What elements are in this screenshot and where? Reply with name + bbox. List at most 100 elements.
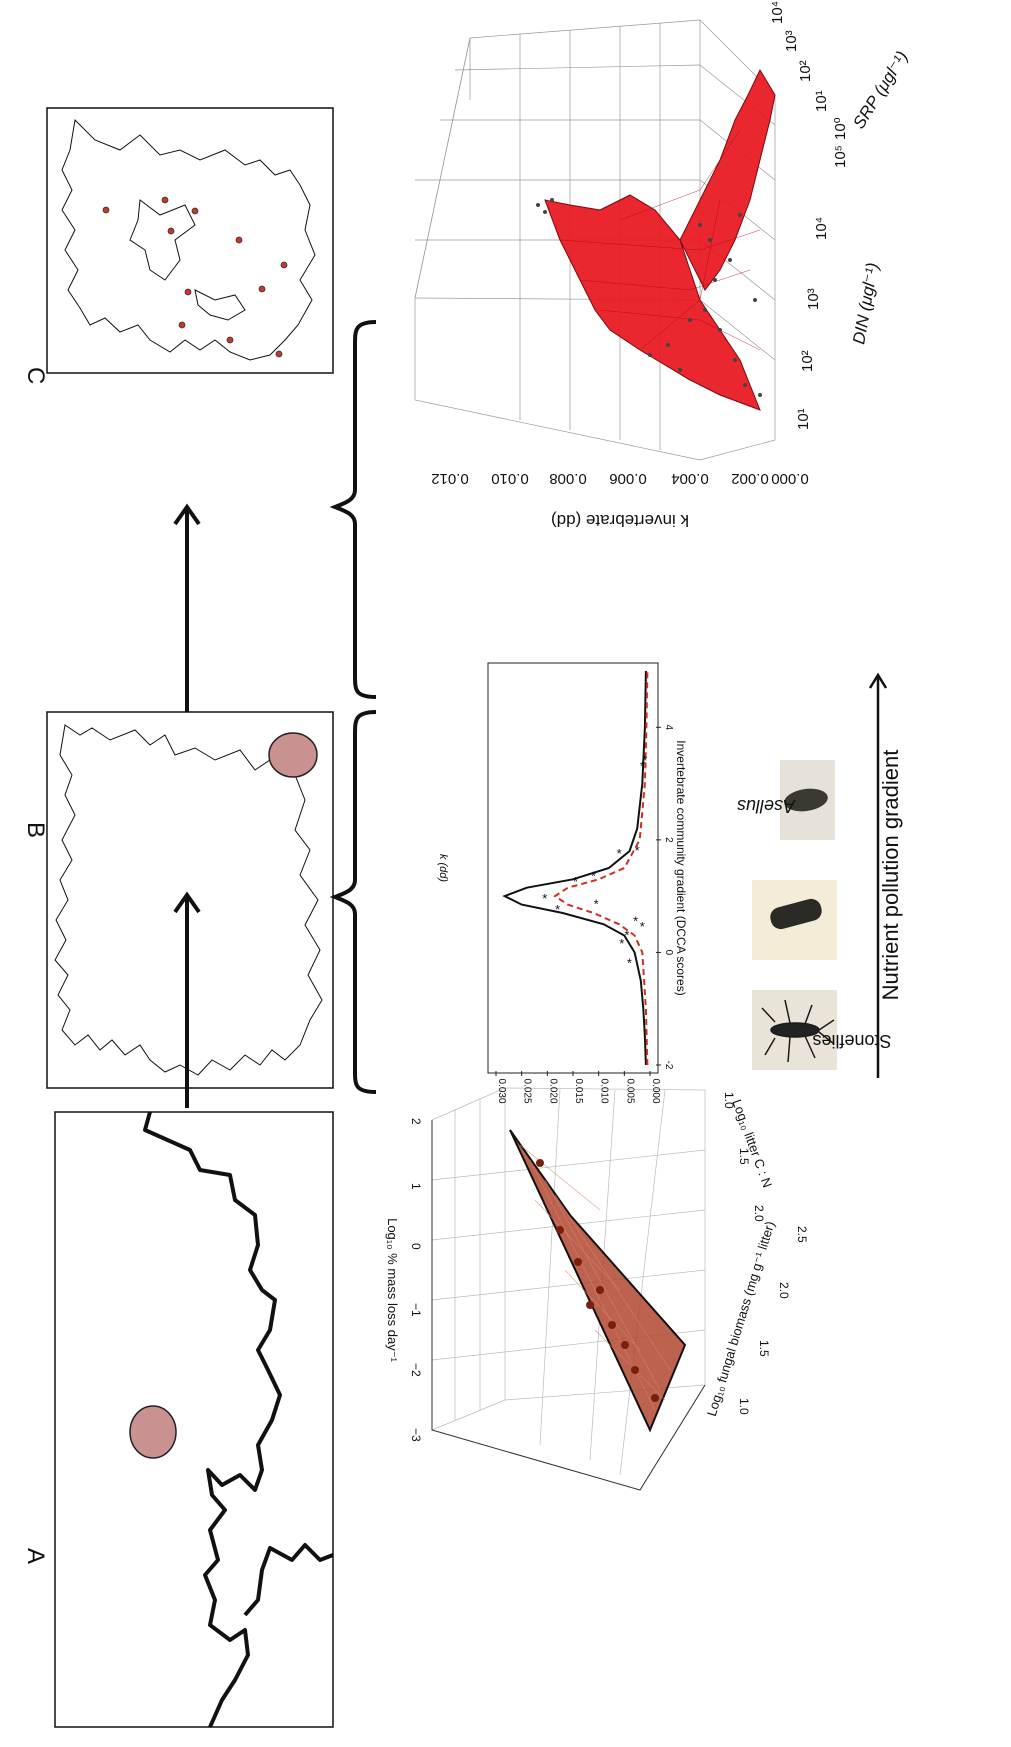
data-point: * (640, 759, 645, 774)
tick-label: 10³ (783, 30, 800, 52)
tick-label: 2.0 (752, 1205, 766, 1222)
site-marker-a (129, 1405, 177, 1459)
tick-label: 0.006 (609, 470, 647, 487)
data-point (743, 383, 747, 387)
site-dot (275, 350, 283, 358)
tick-label: 10¹ (795, 408, 812, 430)
dcca-y-label: k (dd) (437, 854, 449, 882)
data-point (608, 1321, 616, 1329)
coastline-a-east (243, 1543, 334, 1617)
data-point (550, 198, 554, 202)
solid-fit-curve (502, 670, 647, 1066)
data-point: * (573, 874, 578, 889)
site-dot (226, 336, 234, 344)
tick-label: 0.020 (547, 1078, 558, 1103)
fungal-x-ticks: 1.0 1.5 2.0 2.5 (737, 1226, 809, 1415)
tick-label: 0.004 (671, 470, 709, 487)
data-point (728, 258, 732, 262)
data-point (733, 358, 737, 362)
data-point (536, 1159, 544, 1167)
coastline-b (54, 724, 323, 1076)
dcca-plot-frame (487, 662, 659, 1074)
tick-label: 10⁵ (832, 145, 849, 168)
fungal-plot: 2 1 0 −1 −2 −3 Log₁₀ % mass loss day⁻¹ 1… (385, 1087, 809, 1491)
data-point (753, 298, 757, 302)
site-marker-b (268, 732, 318, 778)
gradient-label: Nutrient pollution gradient (878, 750, 903, 1001)
fungal-y-ticks: 2.0 1.5 1.0 (722, 1092, 766, 1222)
tick-label: 0.012 (431, 470, 469, 487)
data-point: * (624, 928, 629, 943)
fungal-x-label: Log₁₀ fungal biomass (mg g⁻¹ litter) (704, 1219, 778, 1418)
site-dot (280, 261, 288, 269)
data-point (648, 353, 652, 357)
tick-label: 10⁴ (769, 1, 786, 24)
data-point: * (640, 919, 645, 934)
tick-label: 0.000 (771, 470, 809, 487)
data-point (543, 210, 547, 214)
data-point: * (633, 913, 638, 928)
surface-y-ticks: 10⁰ 10¹ 10² 10³ 10⁴ (769, 1, 849, 140)
data-point (738, 213, 742, 217)
dcca-x-label: Invertebrate community gradient (DCCA sc… (674, 740, 688, 995)
tick-label: 10² (799, 350, 816, 372)
tick-label: 10³ (805, 288, 822, 310)
tick-label: 10⁰ (832, 117, 849, 140)
surface-x-label: DIN (μgl⁻¹) (849, 261, 882, 346)
data-point (713, 278, 717, 282)
tick-label: 4 (663, 725, 674, 731)
brace-b (329, 710, 377, 1094)
tick-label: −1 (409, 1303, 423, 1317)
data-point (666, 343, 670, 347)
data-point (596, 1286, 604, 1294)
tick-label: 1.0 (737, 1398, 751, 1415)
site-dot (191, 207, 199, 215)
coastline-a (143, 1111, 282, 1728)
data-point: * (627, 956, 632, 971)
tick-label: 10² (797, 60, 814, 82)
panel-letter-a: A (22, 1548, 49, 1564)
site-dot (178, 321, 186, 329)
site-dot (102, 206, 110, 214)
site-dot (258, 285, 266, 293)
surface-z-label: k invertebrate (dd) (551, 511, 689, 530)
fungal-z-ticks: 2 1 0 −1 −2 −3 (409, 1118, 423, 1442)
tick-label: 10¹ (813, 90, 830, 112)
data-point (651, 1394, 659, 1402)
tick-label: 0.010 (491, 470, 529, 487)
data-point (688, 318, 692, 322)
tick-label: 2 (409, 1118, 423, 1125)
dashed-fit-curve (553, 670, 649, 1066)
asellus-label: Asellus (737, 796, 796, 816)
river-network-c (61, 118, 316, 361)
panel-letter-b: B (22, 822, 49, 838)
stonefly-icon (761, 999, 835, 1063)
tick-label: 0.030 (496, 1078, 507, 1103)
data-point: * (642, 753, 647, 768)
asellus-icon (784, 788, 828, 812)
data-point: * (594, 897, 599, 912)
tick-label: 1 (409, 1183, 423, 1190)
surface-y-label: SRP (μgl⁻¹) (849, 48, 912, 132)
surface-points (536, 198, 762, 397)
site-dots-c (102, 196, 288, 358)
red-surface (544, 68, 776, 411)
tick-label: 2 (663, 837, 674, 843)
data-point (556, 1226, 564, 1234)
site-dot (167, 227, 175, 235)
data-point (631, 1366, 639, 1374)
tick-label: 1.5 (757, 1340, 771, 1357)
tick-label: 0 (663, 950, 674, 956)
data-point (536, 203, 540, 207)
tick-label: 0.002 (731, 470, 769, 487)
dcca-plot: ****** *** ** *** 0.0000.0050.0100.0150.020… (437, 662, 688, 1104)
tick-label: −2 (409, 1363, 423, 1377)
data-point: * (542, 891, 547, 906)
tick-label: 2.5 (795, 1226, 809, 1243)
tick-label: −3 (409, 1428, 423, 1442)
surface-x-ticks: 10¹ 10² 10³ 10⁴ 10⁵ (795, 145, 849, 430)
data-point: * (617, 846, 622, 861)
tick-label: 0 (409, 1243, 423, 1250)
map-panel-c (46, 107, 334, 374)
